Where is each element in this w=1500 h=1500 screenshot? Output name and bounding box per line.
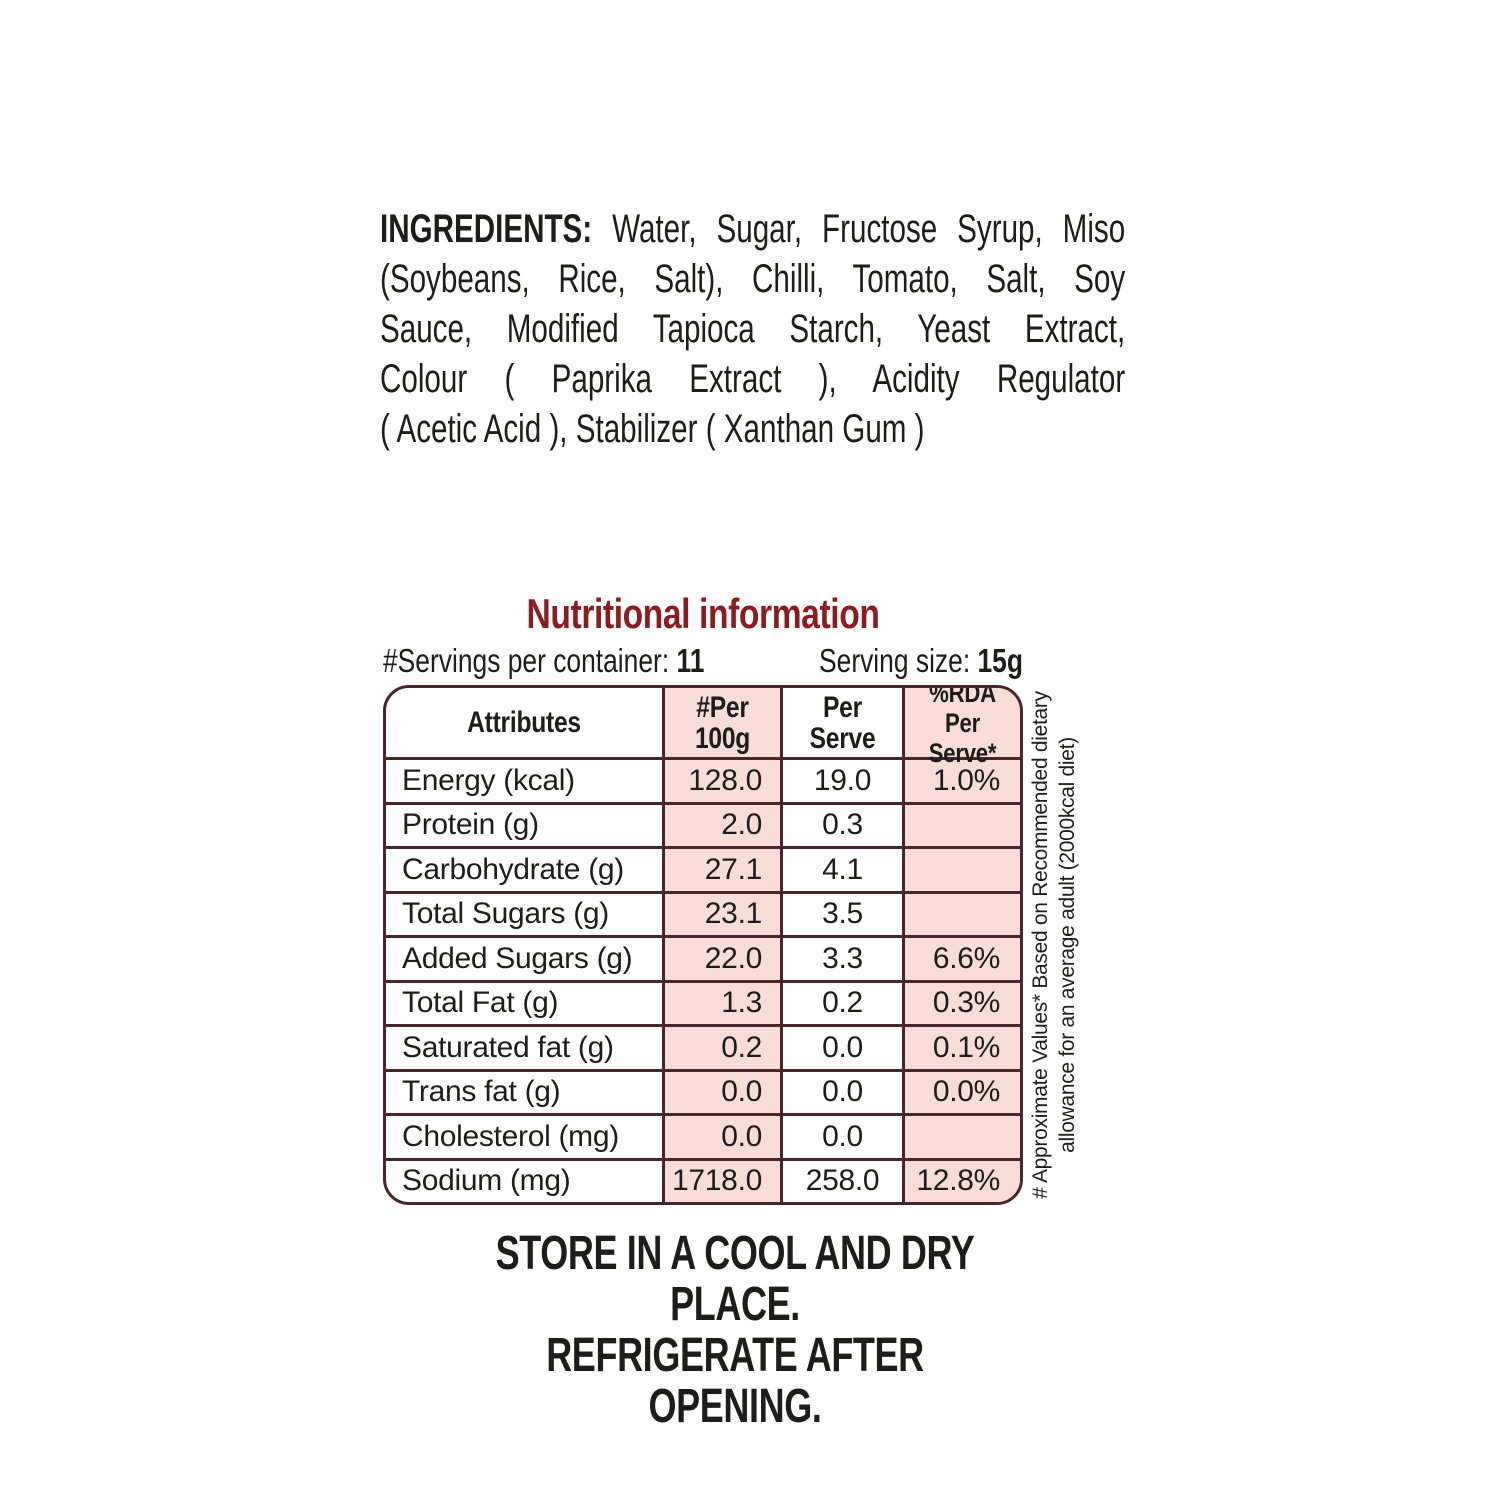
rda-cell: 0.3%	[902, 979, 1020, 1024]
per-100g-cell: 23.1	[662, 890, 780, 935]
per-serve-cell: 0.3	[780, 801, 902, 846]
nutrition-table-grid: Attributes #Per 100g Per Serve %RDA Per Ser…	[386, 688, 1020, 1202]
attribute-cell: Carbohydrate (g)	[386, 846, 662, 891]
header-text: Serve	[809, 721, 876, 755]
ingredients-label: INGREDIENTS:	[380, 207, 593, 251]
attribute-cell: Cholesterol (mg)	[386, 1113, 662, 1158]
rda-cell	[902, 890, 1020, 935]
per-serve-cell: 3.3	[780, 935, 902, 980]
servings-per-container-label: #Servings per container:	[383, 642, 670, 679]
attribute-cell: Trans fat (g)	[386, 1068, 662, 1114]
rda-cell: 1.0%	[902, 757, 1020, 802]
ingredients-line-1: Water, Sugar, Fructose Syrup, Miso	[612, 207, 1126, 251]
per-100g-cell: 2.0	[662, 801, 780, 846]
attribute-cell: Added Sugars (g)	[386, 935, 662, 980]
per-serve-cell: 0.0	[780, 1024, 902, 1069]
storage-instructions: STORE IN A COOL AND DRY PLACE. REFRIGERA…	[473, 1228, 998, 1432]
header-text: Per	[823, 690, 862, 724]
per-serve-cell: 4.1	[780, 846, 902, 891]
attribute-cell: Protein (g)	[386, 801, 662, 847]
servings-per-container-value: 11	[676, 642, 705, 679]
col-header-rda-per-serve: %RDA Per Serve*	[902, 685, 1020, 768]
nutrition-table: Attributes #Per 100g Per Serve %RDA Per Ser…	[383, 685, 1023, 1205]
col-header-per-100g: #Per 100g	[662, 688, 780, 757]
per-100g-cell: 22.0	[662, 935, 780, 980]
header-text: Attributes	[467, 706, 581, 739]
rda-cell: 0.0%	[902, 1068, 1020, 1113]
servings-per-container: #Servings per container: 11	[383, 642, 704, 680]
per-100g-cell: 0.0	[662, 1068, 780, 1113]
attribute-cell: Saturated fat (g)	[386, 1024, 662, 1069]
per-100g-cell: 0.0	[662, 1113, 780, 1158]
ingredients-section: INGREDIENTS: Water, Sugar, Fructose Syru…	[380, 204, 1125, 454]
per-serve-cell: 258.0	[780, 1157, 902, 1202]
per-serve-cell: 3.5	[780, 890, 902, 935]
per-100g-cell: 1718.0	[662, 1157, 780, 1202]
storage-line-1: STORE IN A COOL AND DRY PLACE.	[495, 1227, 975, 1331]
attribute-cell: Sodium (mg)	[386, 1157, 662, 1203]
per-serve-cell: 0.0	[780, 1068, 902, 1113]
serving-size-label: Serving size:	[819, 642, 971, 679]
rda-footnote-line-1: # Approximate Values* Based on Recommend…	[1029, 691, 1052, 1199]
header-text: %RDA	[929, 685, 996, 708]
servings-line: #Servings per container: 11 Serving size…	[383, 642, 1023, 680]
ingredients-line-4: Colour ( Paprika Extract ), Acidity Regu…	[380, 357, 1126, 401]
per-100g-cell: 128.0	[662, 757, 780, 802]
rda-cell: 6.6%	[902, 935, 1020, 980]
attribute-cell: Total Fat (g)	[386, 979, 662, 1025]
ingredients-line-5: ( Acetic Acid ), Stabilizer ( Xanthan Gu…	[380, 407, 925, 451]
header-text: Per Serve*	[928, 707, 997, 768]
serving-size-value: 15g	[977, 642, 1024, 679]
per-100g-cell: 27.1	[662, 846, 780, 891]
ingredients-line-3: Sauce, Modified Tapioca Starch, Yeast Ex…	[380, 307, 1126, 351]
attribute-cell: Total Sugars (g)	[386, 890, 662, 936]
rda-cell	[902, 846, 1020, 891]
per-100g-cell: 0.2	[662, 1024, 780, 1069]
attribute-cell: Energy (kcal)	[386, 757, 662, 802]
rda-cell: 0.1%	[902, 1024, 1020, 1069]
nutrition-title: Nutritional information	[526, 590, 880, 637]
rda-cell	[902, 801, 1020, 846]
per-serve-cell: 0.0	[780, 1113, 902, 1158]
rda-cell	[902, 1113, 1020, 1158]
rda-footnote-line-2: allowance for an average adult (2000kcal…	[1056, 737, 1079, 1153]
ingredients-line-2: (Soybeans, Rice, Salt), Chilli, Tomato, …	[380, 257, 1126, 301]
rda-cell: 12.8%	[902, 1157, 1020, 1202]
storage-line-2: REFRIGERATE AFTER OPENING.	[546, 1329, 924, 1433]
serving-size: Serving size: 15g	[819, 642, 1023, 680]
ingredients-line: INGREDIENTS: Water, Sugar, Fructose Syru…	[380, 204, 1125, 254]
col-header-attributes: Attributes	[386, 688, 662, 757]
rda-footnote: # Approximate Values* Based on Recommend…	[1027, 685, 1083, 1205]
header-text: 100g	[694, 721, 751, 755]
per-serve-cell: 19.0	[780, 757, 902, 802]
per-serve-cell: 0.2	[780, 979, 902, 1024]
col-header-per-serve: Per Serve	[780, 688, 902, 757]
per-100g-cell: 1.3	[662, 979, 780, 1024]
header-text: #Per	[696, 690, 749, 724]
